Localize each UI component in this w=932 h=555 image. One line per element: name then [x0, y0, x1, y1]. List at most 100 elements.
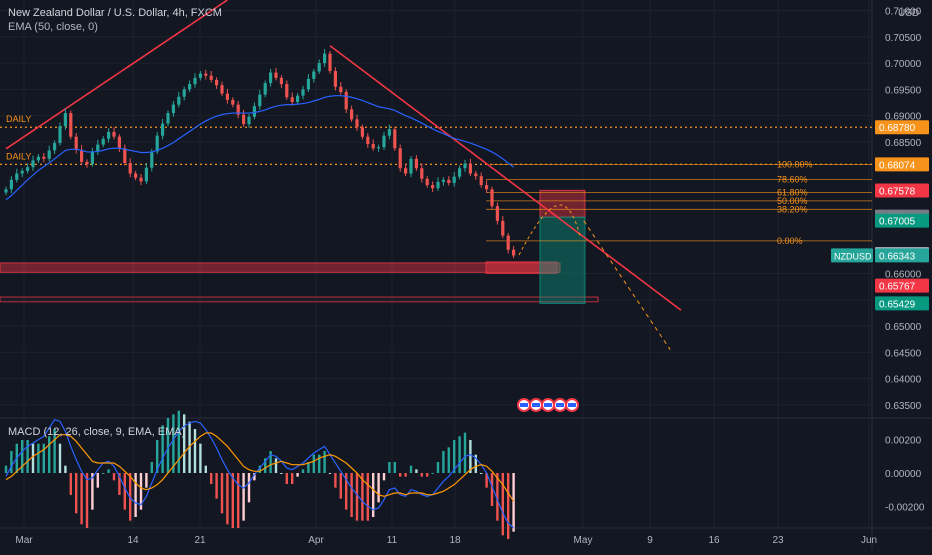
price-label-box [875, 213, 929, 228]
candle-body [231, 99, 235, 105]
price-label-box [875, 120, 929, 135]
price-axis-tick: 0.64000 [885, 375, 922, 386]
candle-body [360, 127, 364, 137]
macd-histogram-bar [501, 473, 504, 536]
candle-body [333, 70, 337, 87]
price-label-box [875, 183, 929, 198]
candle-body [85, 161, 89, 165]
macd-histogram-bar [350, 473, 353, 517]
trendline-projection [583, 220, 671, 350]
macd-histogram-bar [393, 462, 396, 473]
candle-body [425, 178, 429, 186]
symbol-title: New Zealand Dollar / U.S. Dollar, 4h, FX… [8, 7, 222, 19]
macd-histogram-bar [280, 473, 283, 474]
time-axis-tick: 11 [387, 535, 398, 546]
macd-histogram-bar [345, 473, 348, 510]
ema-line [5, 95, 514, 201]
candle-body [225, 93, 229, 100]
candle-body [317, 63, 321, 72]
macd-histogram-bar [372, 473, 375, 517]
candle-body [328, 53, 332, 71]
macd-histogram-bar [118, 473, 121, 495]
price-label-box [875, 157, 929, 172]
macd-histogram-bar [291, 473, 294, 484]
candle-body [290, 97, 294, 103]
candle-body [53, 143, 57, 151]
long-target [539, 216, 586, 304]
candle-body [26, 167, 30, 171]
candle-body [161, 123, 165, 136]
candle-body [501, 220, 505, 236]
candle-body [247, 116, 251, 125]
macd-histogram-bar [21, 440, 24, 473]
candle-body [506, 235, 510, 250]
macd-histogram-bar [80, 473, 83, 525]
price-label: 0.66343 [879, 251, 916, 262]
candle-body [90, 151, 94, 165]
long-stop [539, 189, 586, 218]
macd-histogram-bar [31, 443, 35, 473]
macd-histogram-bar [150, 462, 153, 473]
candle-body [74, 136, 78, 150]
macd-histogram-bar [37, 443, 40, 473]
calendar-event-flag [520, 403, 528, 407]
macd-histogram-bar [458, 436, 461, 473]
candle-body [58, 126, 62, 144]
macd-histogram-bar [377, 473, 380, 503]
candle-body [9, 179, 13, 190]
macd-histogram-bar [274, 458, 278, 473]
candle-body [42, 156, 46, 159]
candle-body [182, 89, 186, 97]
calendar-event-flag [568, 403, 576, 407]
price-axis-tick: 0.69000 [885, 112, 922, 123]
symbol-tag: NZDUSD [834, 251, 872, 261]
macd-histogram-bar [442, 451, 445, 473]
candle-body [252, 106, 256, 117]
macd-histogram-bar [469, 440, 472, 473]
candle-body [117, 136, 121, 149]
macd-histogram-bar [512, 473, 515, 532]
price-label: 0.67005 [879, 217, 916, 228]
price-label: 0.65767 [879, 282, 916, 293]
macd-histogram-bar [85, 473, 89, 528]
macd-histogram-bar [296, 473, 299, 477]
candle-body [69, 113, 73, 137]
candle-body [495, 206, 499, 221]
macd-histogram-bar [253, 473, 256, 481]
candle-body [279, 77, 283, 85]
price-axis-tick: 0.70000 [885, 59, 922, 70]
macd-histogram-bar [420, 473, 423, 477]
macd-signal-line [5, 432, 515, 502]
time-axis-tick: Jun [861, 535, 877, 546]
candle-body [474, 173, 478, 177]
macd-histogram-bar [382, 473, 386, 481]
candle-body [371, 144, 375, 149]
macd-histogram-bar [247, 473, 251, 503]
candle-body [177, 96, 181, 105]
macd-histogram-bar [58, 443, 62, 473]
time-axis-tick: 14 [127, 535, 139, 546]
macd-axis-tick: 0.00200 [885, 436, 922, 447]
price-axis-tick: 0.65000 [885, 322, 922, 333]
candle-body [128, 162, 132, 174]
trendline-upper-channel [5, 0, 228, 150]
candle-body [258, 94, 262, 107]
macd-histogram-bar [161, 425, 164, 473]
candle-body [306, 78, 310, 90]
candle-body [36, 156, 40, 161]
candle-body [296, 95, 300, 103]
time-axis-tick: 21 [194, 535, 206, 546]
macd-histogram-bar [145, 473, 148, 488]
ema-indicator-label: EMA (50, close, 0) [8, 21, 98, 33]
macd-histogram-bar [10, 451, 13, 473]
macd-histogram-bar [507, 473, 510, 539]
macd-histogram-bar [355, 473, 359, 521]
daily-level-label: DAILY [6, 151, 31, 161]
macd-indicator-label: MACD (12, 26, close, 9, EMA, EMA) [8, 426, 186, 438]
candle-body [431, 185, 435, 189]
candle-body [107, 131, 111, 139]
macd-histogram-bar [64, 465, 67, 473]
support-outline [0, 296, 599, 303]
